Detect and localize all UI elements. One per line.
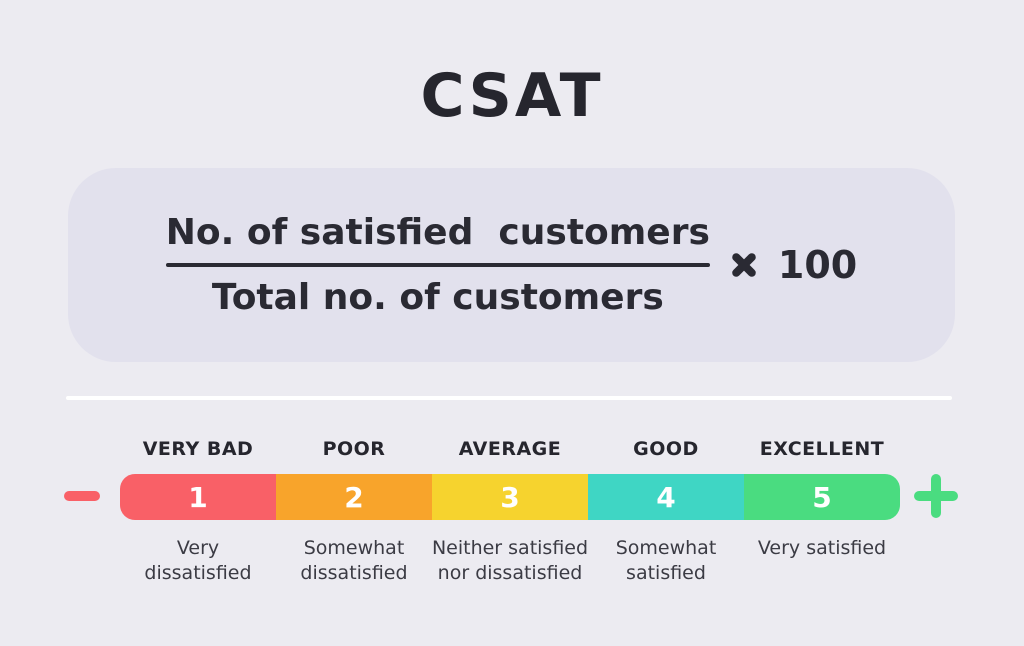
scale-segment-1: 1 bbox=[120, 474, 276, 520]
page-title: CSAT bbox=[420, 61, 604, 131]
csat-scale-bar: 1 2 3 4 5 bbox=[120, 474, 900, 520]
scale-label-excellent: EXCELLENT bbox=[759, 438, 885, 460]
formula-card: No. of satisfied customers Total no. of … bbox=[68, 168, 955, 362]
csat-formula: No. of satisfied customers Total no. of … bbox=[165, 211, 858, 319]
scale-description-1: Very dissatisfied bbox=[144, 537, 252, 584]
scale-description-5: Very satisfied bbox=[757, 537, 887, 559]
multiply-icon bbox=[730, 251, 758, 279]
formula-fraction: No. of satisfied customers Total no. of … bbox=[165, 211, 710, 319]
section-divider bbox=[66, 396, 952, 400]
scale-label-very-bad: VERY BAD bbox=[142, 438, 254, 460]
scale-segment-3: 3 bbox=[432, 474, 588, 520]
scale-description-3: Neither satisfied nor dissatisfied bbox=[431, 537, 589, 584]
minus-icon bbox=[64, 491, 100, 501]
scale-label-average: AVERAGE bbox=[458, 438, 562, 460]
plus-icon bbox=[914, 474, 958, 518]
scale-segment-5: 5 bbox=[744, 474, 900, 520]
scale-label-poor: POOR bbox=[322, 438, 386, 460]
formula-multiplier: 100 bbox=[777, 243, 858, 287]
scale-segment-4: 4 bbox=[588, 474, 744, 520]
fraction-bar bbox=[165, 263, 710, 267]
plus-icon-bar bbox=[931, 474, 941, 518]
scale-description-4: Somewhat satisfied bbox=[615, 537, 717, 584]
formula-numerator: No. of satisfied customers bbox=[165, 211, 710, 253]
formula-denominator: Total no. of customers bbox=[211, 277, 664, 318]
scale-segment-2: 2 bbox=[276, 474, 432, 520]
scale-label-good: GOOD bbox=[633, 438, 699, 460]
scale-description-2: Somewhat dissatisfied bbox=[300, 537, 408, 584]
